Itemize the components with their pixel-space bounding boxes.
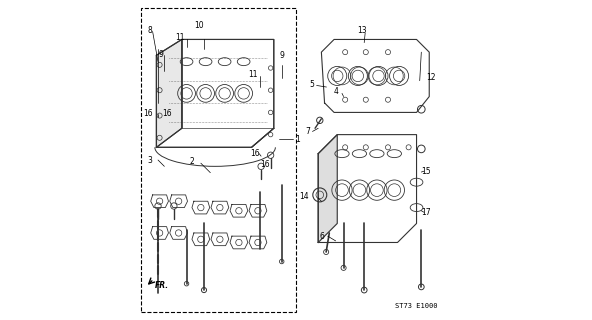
Text: 11: 11 [175,33,184,42]
Text: 13: 13 [357,26,366,35]
Text: 2: 2 [189,157,194,166]
Polygon shape [318,135,337,243]
Text: 12: 12 [426,73,436,82]
Text: 17: 17 [422,208,431,217]
Text: 6: 6 [319,232,324,241]
Text: 16: 16 [162,108,171,117]
Text: FR.: FR. [155,281,169,290]
Text: 16: 16 [144,108,153,117]
Text: 4: 4 [333,87,338,96]
Text: 14: 14 [299,192,308,201]
Text: 7: 7 [305,127,310,136]
Text: 3: 3 [148,156,153,164]
Text: 9: 9 [159,50,164,59]
Text: 16: 16 [260,160,270,169]
Polygon shape [156,39,182,147]
Text: 11: 11 [248,70,258,79]
Text: 9: 9 [279,51,284,60]
Text: 8: 8 [148,26,153,35]
Text: 1: 1 [295,135,300,144]
Text: ST73 E1000: ST73 E1000 [395,303,438,309]
Text: 5: 5 [310,80,314,89]
Text: 16: 16 [250,149,259,158]
Text: 10: 10 [194,21,204,30]
Text: 15: 15 [422,167,431,176]
